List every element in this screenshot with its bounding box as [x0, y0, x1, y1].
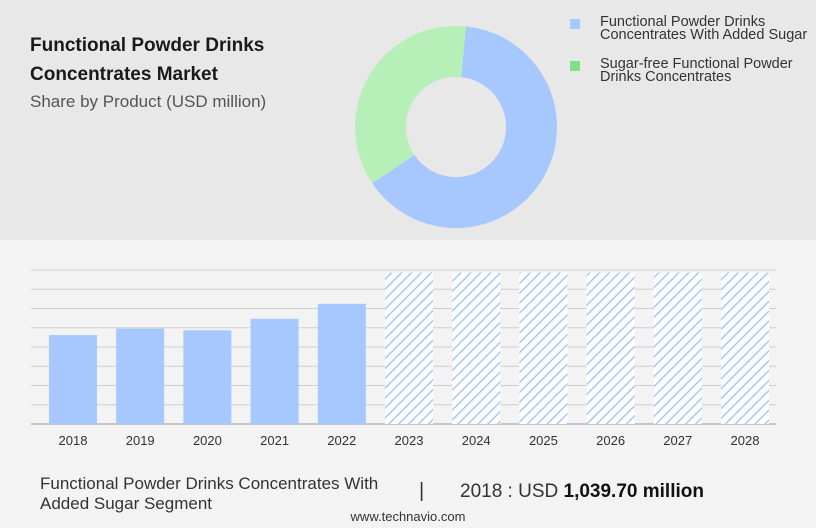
bar-2027-forecast [653, 272, 702, 424]
bar-2021 [250, 318, 299, 424]
footer-value: 2018 : USD 1,039.70 million [460, 481, 704, 503]
x-tick-label-2019: 2019 [126, 433, 155, 448]
footer-separator: | [419, 480, 425, 502]
bar-2020 [183, 330, 232, 424]
x-tick-label-2025: 2025 [529, 433, 558, 448]
x-tick-label-2021: 2021 [260, 433, 289, 448]
legend-swatch-sugar-free [570, 61, 580, 71]
x-tick-label-2018: 2018 [59, 433, 88, 448]
legend-label-added-sugar: Functional Powder Drinks Concentrates Wi… [600, 14, 808, 43]
x-tick-label-2023: 2023 [395, 433, 424, 448]
x-tick-label-2022: 2022 [327, 433, 356, 448]
x-tick-label-2020: 2020 [193, 433, 222, 448]
chart-title: Functional Powder Drinks Concentrates Ma… [30, 35, 265, 85]
bar-2023-forecast [385, 272, 433, 424]
legend: Functional Powder Drinks Concentrates Wi… [570, 14, 810, 100]
footer-value-amount: 1,039.70 million [563, 481, 704, 502]
legend-swatch-added-sugar [570, 19, 580, 29]
bar-2024-forecast [452, 272, 501, 424]
website-link[interactable]: www.technavio.com [350, 509, 466, 524]
x-tick-label-2026: 2026 [596, 433, 625, 448]
bar-2028-forecast [721, 272, 769, 424]
x-tick-label-2028: 2028 [731, 433, 760, 448]
bar-2018 [49, 335, 97, 424]
bar-2019 [116, 328, 165, 424]
x-tick-label-2024: 2024 [462, 433, 491, 448]
bar-2025-forecast [519, 272, 568, 424]
chart-subtitle: Share by Product (USD million) [30, 92, 267, 111]
legend-label-sugar-free: Sugar-free Functional Powder Drinks Conc… [600, 56, 793, 85]
footer-value-prefix: 2018 : USD [460, 481, 564, 502]
footer-segment-label: Functional Powder Drinks Concentrates Wi… [40, 474, 379, 513]
bar-2022 [317, 303, 366, 424]
bar-2026-forecast [586, 272, 635, 424]
legend-item-sugar-free: Sugar-free Functional Powder Drinks Conc… [570, 56, 810, 85]
donut-slice-added-sugar [372, 26, 557, 229]
donut-slice-sugar-free [355, 26, 467, 184]
x-tick-label-2027: 2027 [663, 433, 692, 448]
legend-item-added-sugar: Functional Powder Drinks Concentrates Wi… [570, 14, 810, 43]
donut-hole [406, 77, 506, 177]
